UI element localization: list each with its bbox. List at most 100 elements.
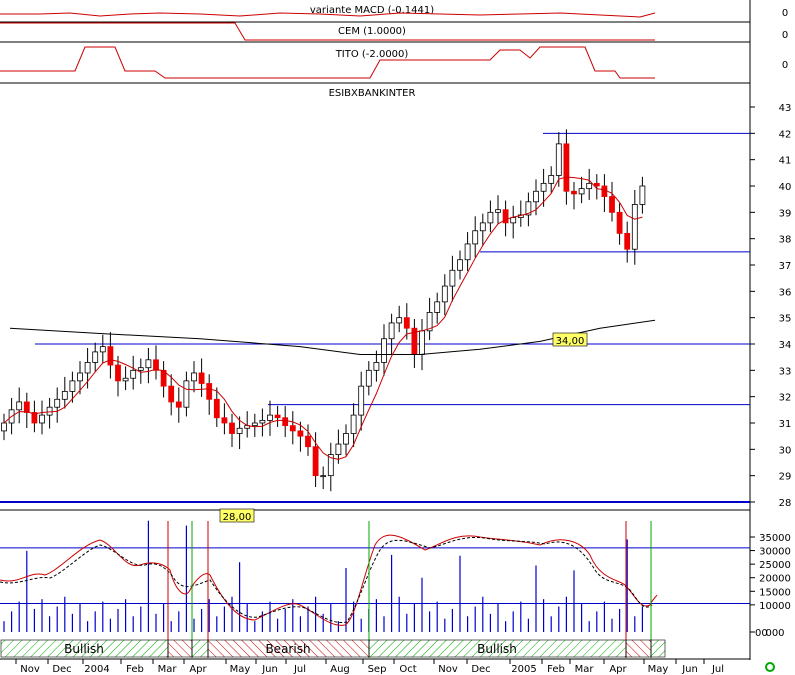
label-28: 28,00 (219, 508, 255, 523)
candle-body (571, 190, 577, 195)
x-tick-label: Jul (293, 664, 306, 675)
candle-body (61, 390, 68, 400)
label-28-text: 28,00 (223, 512, 252, 523)
candle-body (327, 454, 334, 477)
price-tick: 36 (779, 287, 792, 298)
candle-body (343, 433, 349, 445)
candle-body (221, 417, 228, 424)
macd-line (0, 12, 656, 18)
time-axis: Nov Dec 2004 Feb Mar Apr May Jun Jul Aug Sep Oct Nov… (0, 658, 750, 675)
price-tick: 29 (779, 472, 792, 483)
x-tick-label: Oct (399, 664, 416, 675)
cem-axis-zero: 0 (782, 30, 788, 41)
price-tick: 38 (779, 235, 792, 246)
macd-title: variante MACD (-0.1441) (310, 5, 434, 16)
candle-body (282, 417, 289, 427)
x-tick-label: Feb (126, 664, 144, 675)
candle-body (145, 359, 152, 369)
tito-title: TITO (-2.0000) (335, 49, 409, 60)
candle-body (472, 230, 479, 245)
candle-body (441, 285, 448, 303)
candle-body (160, 369, 167, 387)
candle-body (312, 446, 319, 477)
candle-body (540, 182, 547, 192)
candle-body (593, 182, 600, 187)
price-axis: 43 42 41 40 39 38 37 36 35 34 33 32 31 30 29 28 (750, 103, 791, 509)
x-tick-label: Dec (471, 664, 490, 675)
price-tick: 35 (779, 314, 792, 325)
x-tick-label: 2005 (511, 664, 536, 675)
candle-body (92, 351, 99, 363)
candle-body (601, 185, 608, 197)
candle-body (578, 188, 585, 195)
price-tick: 40 (779, 182, 792, 193)
candle-body (449, 269, 456, 287)
candle-body (350, 414, 357, 434)
candle-body (457, 259, 463, 271)
candle-body (191, 372, 197, 382)
x-tick-label: Feb (547, 664, 565, 675)
price-grid (0, 132, 750, 503)
chart-title: ESIBXBANKINTER (329, 88, 416, 99)
candle-body (533, 190, 539, 203)
x-tick-label: May (230, 664, 251, 675)
volume-tick: 000 (765, 628, 784, 639)
candlesticks (1, 129, 646, 492)
x-tick-label: Nov (20, 664, 40, 675)
candle-body (77, 372, 83, 382)
price-tick: 39 (779, 208, 792, 219)
candle-body (236, 427, 243, 434)
candle-body (99, 346, 106, 353)
status-circle-icon[interactable] (765, 662, 775, 672)
candle-body (16, 401, 23, 411)
trend-bands: Bullish Bearish Bullish (0, 639, 666, 658)
candle-body (229, 422, 235, 434)
band-bearish: Bearish (265, 642, 310, 656)
candle-body (175, 401, 182, 408)
oscillator-signal-line (0, 536, 653, 624)
candle-body (289, 425, 296, 432)
candle-body (46, 406, 53, 416)
x-tick-label: 2004 (84, 664, 109, 675)
x-tick-label: Sep (368, 664, 387, 675)
price-tick: 33 (779, 366, 792, 377)
candle-body (624, 232, 631, 250)
volume-grid (0, 547, 750, 604)
x-tick-label: Dec (52, 664, 71, 675)
price-tick: 37 (779, 261, 792, 272)
tito-axis-zero: 0 (782, 60, 788, 71)
candle-body (267, 414, 273, 421)
x-tick-label: Mar (575, 664, 595, 675)
candle-body (586, 182, 593, 190)
short-moving-average (3, 176, 643, 460)
price-tick: 28 (779, 498, 792, 509)
panel-separators (0, 0, 751, 660)
candle-body (495, 209, 501, 213)
candle-body (548, 175, 555, 184)
volume-tick: 25000 (759, 560, 791, 571)
candle-body (305, 435, 311, 448)
candle-body (388, 322, 395, 340)
candle-body (54, 398, 61, 408)
candle-body (464, 243, 471, 261)
candle-body (419, 330, 425, 355)
candle-body (69, 380, 76, 392)
candle-body (320, 475, 327, 478)
candle-body (373, 362, 380, 371)
candle-body (616, 211, 623, 234)
price-tick: 42 (779, 129, 792, 140)
candle-body (510, 217, 517, 224)
candle-body (434, 301, 441, 313)
candle-body (639, 185, 646, 205)
tito-line (0, 46, 655, 79)
candle-body (335, 443, 342, 456)
candle-body (396, 317, 403, 324)
band-bullish-2: Bullish (477, 642, 517, 656)
x-tick-label: Mar (158, 664, 178, 675)
x-tick-label: May (648, 664, 669, 675)
volume-tick: 10000 (759, 601, 791, 612)
x-tick-label: Nov (438, 664, 458, 675)
candle-body (479, 222, 486, 232)
